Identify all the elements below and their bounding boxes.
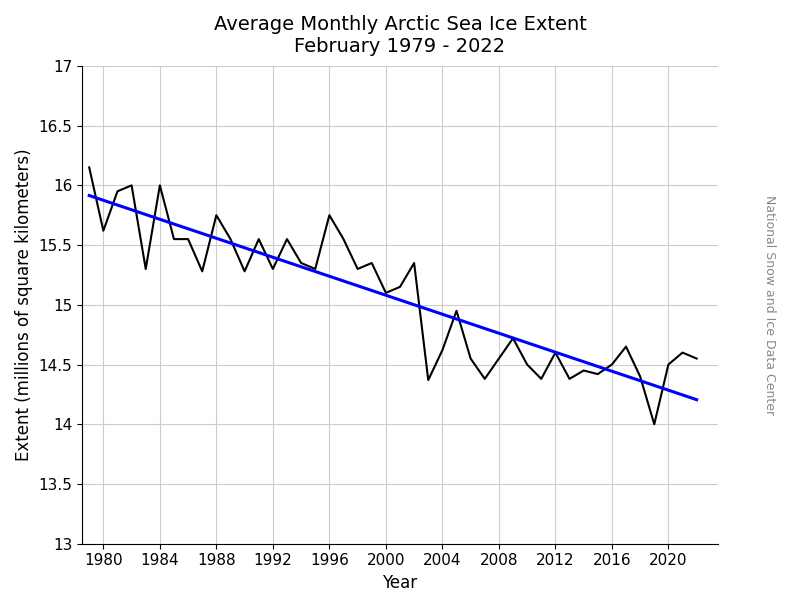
Y-axis label: Extent (millions of square kilometers): Extent (millions of square kilometers) bbox=[15, 149, 33, 461]
Title: Average Monthly Arctic Sea Ice Extent
February 1979 - 2022: Average Monthly Arctic Sea Ice Extent Fe… bbox=[214, 15, 586, 56]
Text: National Snow and Ice Data Center: National Snow and Ice Data Center bbox=[764, 195, 776, 415]
X-axis label: Year: Year bbox=[382, 574, 418, 592]
